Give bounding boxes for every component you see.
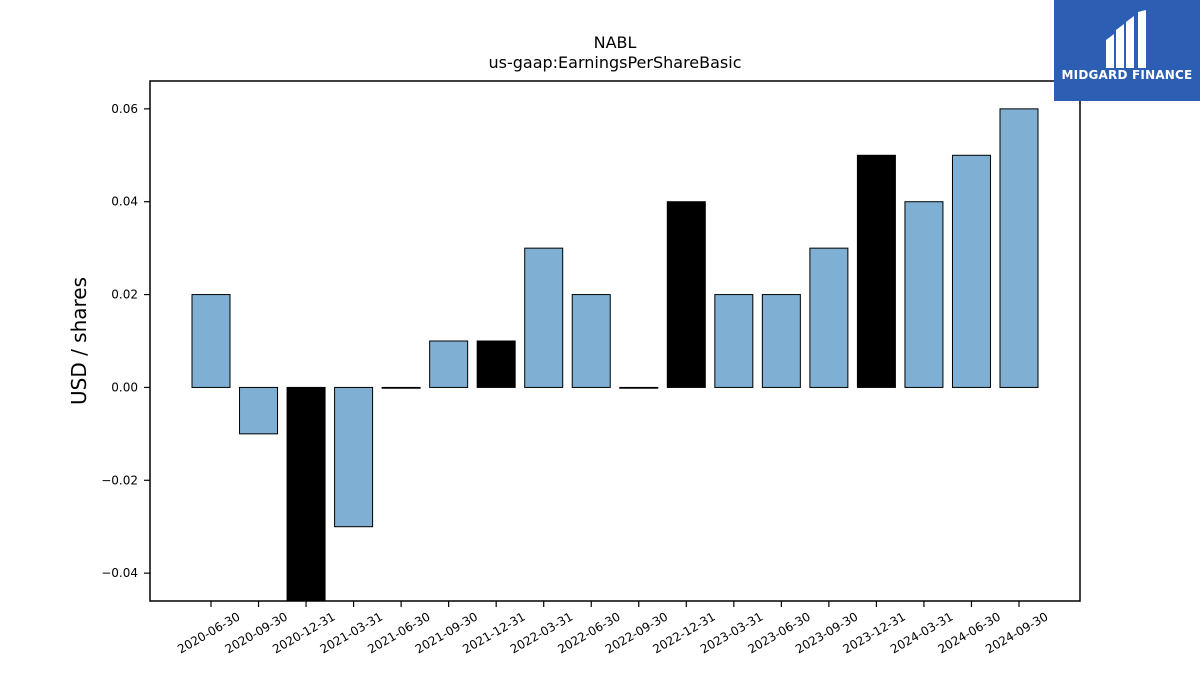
bar-2021-12-31	[476, 340, 516, 388]
bar-2022-09-30	[619, 386, 659, 389]
bar-2021-03-31	[334, 386, 374, 528]
bar-2020-09-30	[239, 386, 279, 435]
logo-text: MIDGARD FINANCE	[1061, 68, 1193, 82]
bar-2023-06-30	[761, 294, 801, 388]
bar-2021-09-30	[429, 340, 469, 388]
bar-2024-06-30	[951, 154, 991, 388]
bar-2020-06-30	[191, 294, 231, 388]
bar-2023-12-31	[856, 154, 896, 388]
plot-frame	[149, 80, 1081, 602]
y-tick-label: 0.04	[111, 195, 138, 209]
y-tick-label: −0.04	[101, 566, 138, 580]
y-tick-label: 0.06	[111, 102, 138, 116]
bar-2024-09-30	[999, 108, 1039, 388]
y-tick-label: 0.00	[111, 380, 138, 394]
midgard-logo-icon	[1106, 10, 1146, 68]
bar-2020-12-31	[286, 386, 326, 601]
chart-title: NABL	[594, 33, 637, 52]
bar-2024-03-31	[904, 201, 944, 388]
y-tick-label: −0.02	[101, 473, 138, 487]
bar-2023-03-31	[714, 294, 754, 388]
y-tick-label: 0.02	[111, 288, 138, 302]
bar-2021-06-30	[381, 386, 421, 389]
chart-subtitle: us-gaap:EarningsPerShareBasic	[488, 53, 741, 72]
plot-area: 2020-06-302020-09-302020-12-312021-03-31…	[101, 102, 1050, 657]
bar-2023-09-30	[809, 247, 849, 388]
bar-2022-03-31	[524, 247, 564, 388]
bar-2022-06-30	[571, 294, 611, 388]
bar-2022-12-31	[666, 201, 706, 388]
midgard-finance-logo: MIDGARD FINANCE	[1054, 0, 1200, 101]
y-axis-label: USD / shares	[67, 277, 91, 405]
